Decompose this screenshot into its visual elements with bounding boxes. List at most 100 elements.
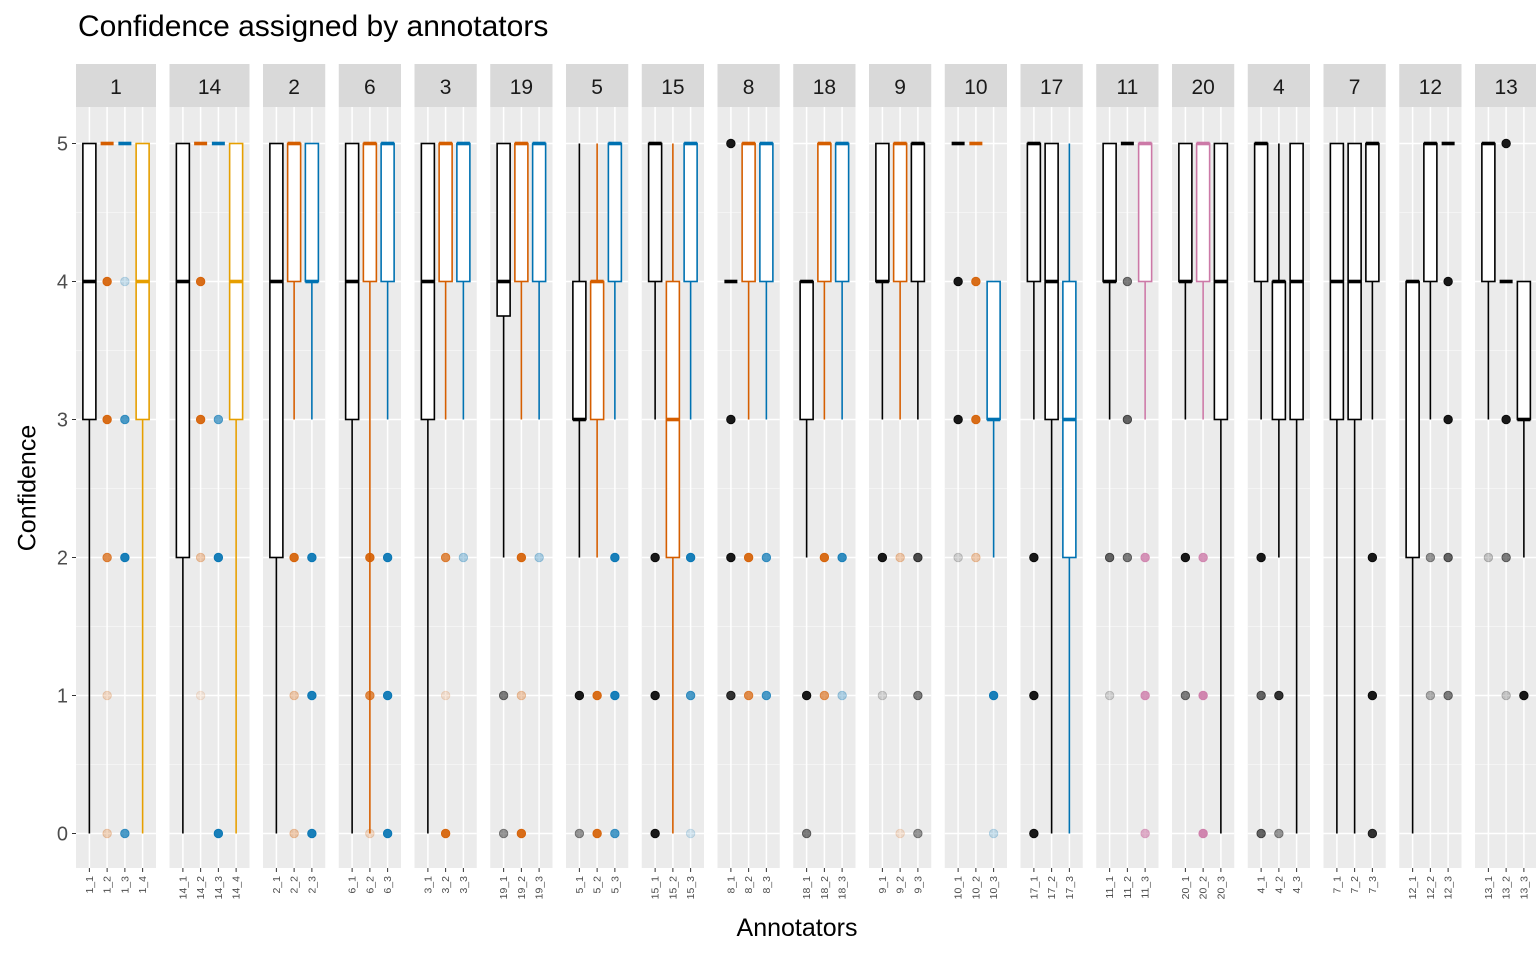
outlier-point (195, 414, 206, 425)
facet-panel-4: 4 4_1 4_2 4_3 (1247, 64, 1310, 894)
outlier-point (726, 690, 736, 701)
y-tick-label: 1 (57, 686, 68, 708)
x-tick-label: 19_1 (498, 876, 510, 900)
box (1481, 142, 1496, 283)
facet-strip-label: 10 (964, 76, 987, 99)
x-tick-label: 3_3 (458, 876, 470, 894)
facet-panel-15: 15 15_1 15_2 15_3 (641, 64, 704, 900)
box (1102, 142, 1117, 283)
outlier-point (913, 828, 923, 839)
boxplot-1_2: 1_2 (100, 141, 114, 894)
facet-panel-13: 13 13_1 13_2 13_3 (1475, 64, 1536, 899)
boxplot-13_1: 13_1 (1481, 141, 1496, 899)
box (456, 142, 471, 283)
outlier-point (574, 828, 585, 839)
outlier-point (685, 828, 696, 839)
box (496, 142, 511, 317)
boxplot-6_3: 6_3 (380, 141, 395, 894)
outlier-point (1501, 552, 1511, 563)
outlier-point (102, 276, 112, 287)
box (362, 142, 378, 283)
outlier-point (743, 552, 754, 563)
boxplot-8_2: 8_2 (741, 141, 756, 894)
x-tick-label: 1_3 (119, 876, 131, 894)
boxplot-5_1: 5_1 (572, 143, 587, 894)
x-tick-label: 14_1 (177, 876, 189, 900)
boxplot-1_3: 1_3 (118, 141, 132, 894)
facet-panel-14: 14 14_1 14_2 14_3 14_4 (169, 64, 250, 900)
outlier-point (382, 552, 393, 563)
x-tick-label: 11_2 (1122, 876, 1134, 899)
facet-strip (338, 64, 401, 107)
boxplot-19_3: 19_3 (531, 141, 547, 900)
boxplot-9_3: 9_3 (910, 141, 926, 894)
facet-strip-label: 6 (364, 76, 376, 99)
outlier-point (877, 552, 888, 563)
facet-strip-label: 8 (743, 76, 755, 99)
boxplot-10_2: 10_2 (969, 141, 983, 899)
outlier-point (534, 552, 544, 563)
box (589, 280, 605, 421)
outlier-point (592, 690, 602, 701)
boxplot-18_3: 18_3 (834, 141, 850, 899)
x-tick-label: 1_2 (102, 876, 114, 894)
outlier-point (685, 552, 696, 563)
y-tick-label: 4 (57, 272, 68, 294)
box (1253, 142, 1269, 283)
boxplot-6_1: 6_1 (344, 142, 360, 894)
outlier-point (1198, 690, 1208, 701)
facet-strip-label: 5 (591, 76, 603, 99)
outlier-point (953, 276, 963, 287)
facet-strip (717, 64, 780, 107)
x-tick-label: 11_1 (1104, 876, 1116, 899)
x-tick-label: 9_3 (912, 876, 924, 894)
outlier-point (102, 552, 112, 563)
outlier-point (913, 552, 923, 563)
outlier-point (1104, 552, 1115, 563)
x-tick-label: 19_2 (516, 876, 528, 900)
boxplot-8_3: 8_3 (759, 141, 774, 894)
facet-panel-11: 11 11_1 11_2 11_3 (1096, 64, 1159, 899)
facet-strip (1020, 64, 1083, 107)
boxplot-14_1: 14_1 (175, 142, 191, 900)
outlier-point (610, 552, 620, 563)
boxplot-5_2: 5_2 (589, 143, 605, 894)
outlier-point (1443, 414, 1453, 425)
box (1405, 280, 1420, 559)
outlier-point (726, 414, 736, 425)
outlier-point (819, 690, 830, 701)
x-tick-label: 19_3 (534, 876, 546, 900)
facet-panel-2: 2 2_1 2_2 2_3 (263, 64, 326, 894)
facet-strip-label: 3 (440, 76, 452, 99)
facet-strip (169, 64, 250, 107)
box (380, 142, 395, 283)
outlier-point (1029, 552, 1039, 563)
outlier-point (610, 828, 620, 839)
outlier-point (761, 690, 772, 701)
facet-strip-label: 12 (1419, 76, 1442, 99)
boxplot-17_3: 17_3 (1062, 143, 1077, 900)
x-tick-label: 17_3 (1064, 876, 1076, 900)
outlier-point (650, 552, 660, 563)
boxplot-11_2: 11_2 (1120, 141, 1134, 899)
facet-strip-label: 4 (1273, 76, 1285, 99)
outlier-point (1198, 552, 1208, 563)
y-tick-label: 5 (57, 134, 68, 156)
outlier-point (953, 414, 963, 425)
box (1516, 280, 1532, 421)
boxplot-18_1: 18_1 (799, 279, 814, 899)
x-tick-label: 4_3 (1291, 876, 1303, 894)
facet-strip (1475, 64, 1536, 107)
outlier-point (726, 138, 736, 149)
boxplot-5_3: 5_3 (607, 141, 623, 894)
outlier-point (289, 690, 299, 701)
facet-panel-5: 5 5_1 5_2 5_3 (566, 64, 629, 894)
outlier-point (307, 828, 317, 839)
box (572, 280, 587, 421)
x-tick-label: 8_2 (743, 876, 755, 894)
boxplot-12_1: 12_1 (1405, 279, 1420, 899)
y-tick-label: 3 (57, 410, 68, 432)
x-tick-label: 10_3 (988, 876, 1000, 900)
outlier-point (307, 690, 317, 701)
x-tick-label: 15_1 (650, 876, 662, 900)
